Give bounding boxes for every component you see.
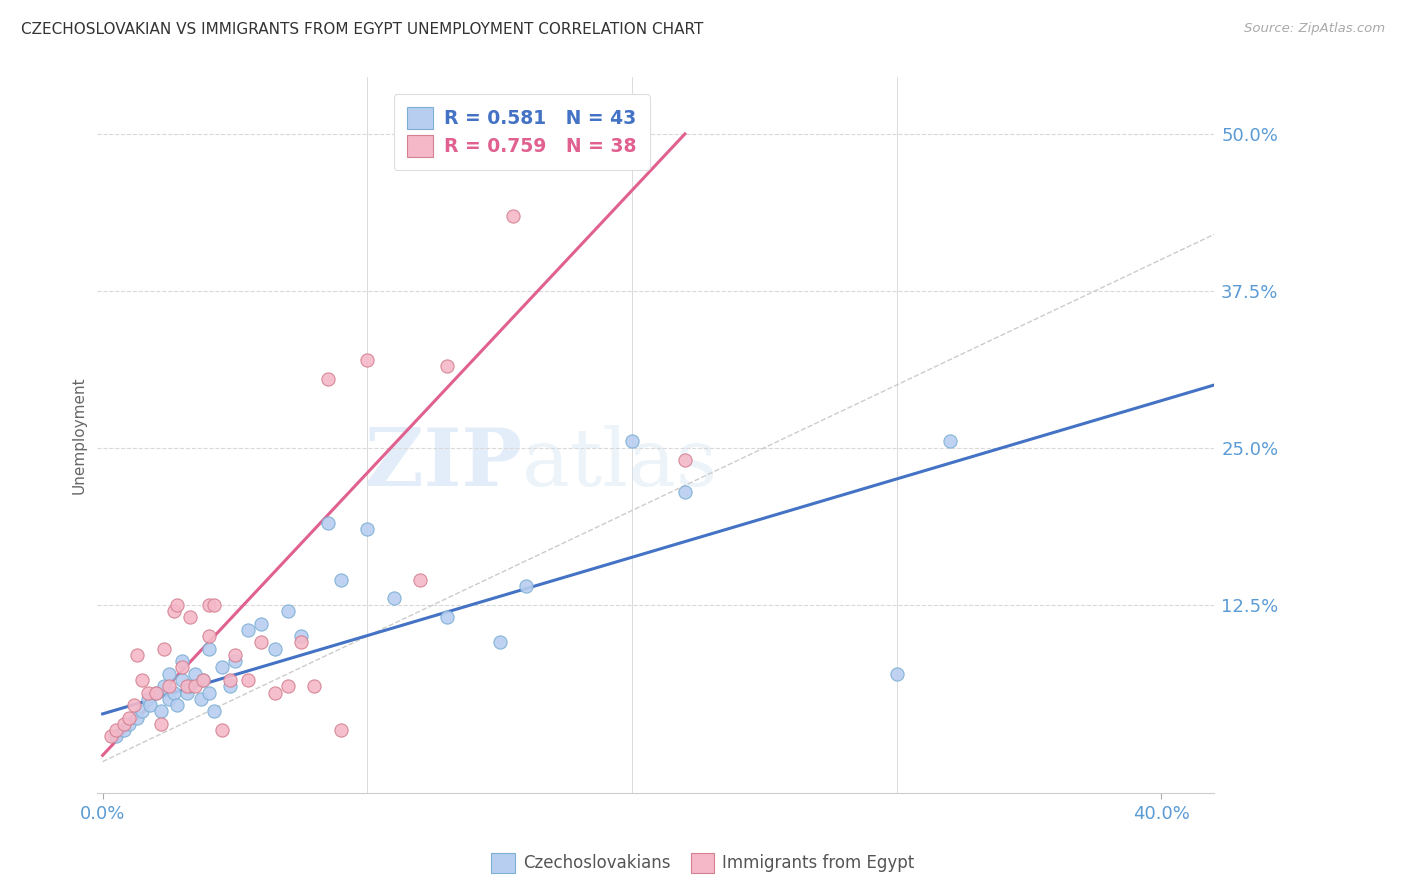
Point [170, 673, 193, 687]
Legend: R = 0.581   N = 43, R = 0.759   N = 38: R = 0.581 N = 43, R = 0.759 N = 38 [394, 94, 650, 170]
Point [224, 648, 246, 662]
Point [112, 723, 135, 738]
Point [118, 711, 141, 725]
Point [197, 598, 219, 612]
Point [409, 573, 432, 587]
Point [125, 648, 148, 662]
Point [263, 641, 285, 656]
Point [620, 434, 643, 449]
Point [136, 691, 159, 706]
Text: ZIP: ZIP [364, 425, 522, 503]
Point [145, 685, 167, 699]
Legend: Czechoslovakians, Immigrants from Egypt: Czechoslovakians, Immigrants from Egypt [485, 847, 921, 880]
Point [149, 705, 172, 719]
Y-axis label: Unemployment: Unemployment [72, 376, 86, 494]
Point [673, 453, 696, 467]
Point [938, 434, 960, 449]
Point [145, 685, 167, 699]
Point [316, 372, 339, 386]
Point [124, 698, 146, 712]
Point [193, 673, 215, 687]
Point [179, 610, 201, 624]
Point [157, 666, 180, 681]
Point [152, 641, 174, 656]
Point [277, 604, 299, 618]
Point [202, 598, 225, 612]
Point [436, 359, 458, 374]
Point [250, 635, 273, 649]
Point [131, 673, 153, 687]
Point [224, 654, 246, 668]
Point [163, 685, 186, 699]
Point [157, 679, 180, 693]
Point [290, 635, 312, 649]
Point [170, 660, 193, 674]
Point [100, 730, 122, 744]
Point [238, 623, 260, 637]
Point [436, 610, 458, 624]
Point [139, 698, 162, 712]
Text: atlas: atlas [522, 425, 717, 503]
Point [184, 666, 207, 681]
Point [166, 698, 188, 712]
Point [238, 673, 260, 687]
Point [170, 654, 193, 668]
Point [163, 604, 186, 618]
Point [277, 679, 299, 693]
Point [382, 591, 405, 606]
Point [193, 673, 215, 687]
Point [152, 679, 174, 693]
Point [176, 685, 198, 699]
Point [316, 516, 339, 530]
Point [218, 679, 240, 693]
Point [218, 673, 240, 687]
Point [125, 711, 148, 725]
Point [118, 717, 141, 731]
Point [197, 685, 219, 699]
Point [197, 629, 219, 643]
Point [157, 691, 180, 706]
Point [197, 641, 219, 656]
Point [176, 679, 198, 693]
Point [886, 666, 908, 681]
Point [356, 522, 378, 536]
Point [184, 679, 207, 693]
Point [488, 635, 510, 649]
Point [329, 573, 352, 587]
Point [329, 723, 352, 738]
Point [250, 616, 273, 631]
Point [673, 484, 696, 499]
Point [263, 685, 285, 699]
Point [304, 679, 326, 693]
Point [202, 705, 225, 719]
Point [190, 691, 212, 706]
Point [515, 579, 537, 593]
Point [104, 730, 127, 744]
Text: Source: ZipAtlas.com: Source: ZipAtlas.com [1244, 22, 1385, 36]
Point [104, 723, 127, 738]
Point [211, 723, 233, 738]
Point [179, 679, 201, 693]
Point [290, 629, 312, 643]
Point [112, 717, 135, 731]
Point [136, 685, 159, 699]
Point [356, 352, 378, 367]
Point [131, 705, 153, 719]
Point [166, 598, 188, 612]
Point [502, 209, 524, 223]
Point [211, 660, 233, 674]
Text: CZECHOSLOVAKIAN VS IMMIGRANTS FROM EGYPT UNEMPLOYMENT CORRELATION CHART: CZECHOSLOVAKIAN VS IMMIGRANTS FROM EGYPT… [21, 22, 703, 37]
Point [149, 717, 172, 731]
